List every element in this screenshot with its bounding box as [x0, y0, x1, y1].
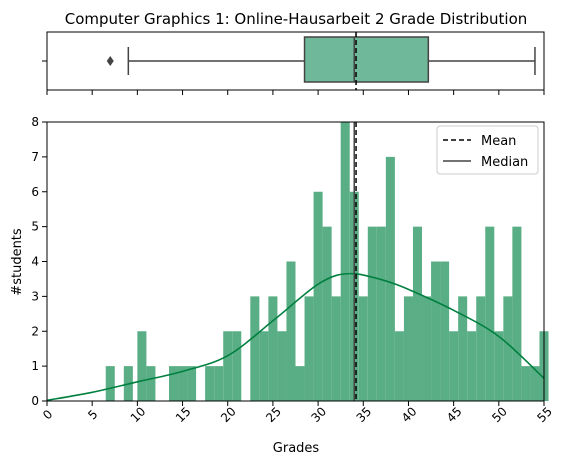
x-tick-label: 40 — [399, 404, 420, 425]
histogram-bar — [205, 366, 215, 402]
histogram-bar — [187, 366, 197, 402]
histogram-bar — [313, 191, 323, 401]
histogram-bar — [530, 366, 540, 402]
x-tick-label: 35 — [354, 404, 375, 425]
boxplot-panel — [42, 31, 545, 95]
histogram-bar — [178, 366, 188, 402]
y-tick-label: 1 — [31, 359, 39, 373]
chart-title: Computer Graphics 1: Online-Hausarbeit 2… — [65, 10, 528, 28]
histogram-bar — [340, 122, 350, 401]
histogram-bar — [277, 331, 287, 401]
histogram-bar — [331, 296, 341, 402]
x-tick-label: 50 — [489, 404, 510, 425]
x-tick-label: 0 — [40, 407, 55, 422]
histogram-bars — [105, 122, 549, 402]
y-axis-label: #students — [10, 228, 25, 296]
y-tick-label: 0 — [31, 394, 39, 408]
histogram-bar — [512, 226, 522, 402]
histogram-bar — [403, 296, 413, 402]
legend: Mean Median — [436, 125, 539, 175]
histogram-bar — [376, 226, 386, 402]
histogram-bar — [367, 226, 377, 402]
histogram-bar — [295, 366, 305, 402]
histogram-bar — [412, 226, 423, 402]
x-tick-label: 20 — [218, 404, 239, 425]
x-tick-label: 10 — [128, 404, 149, 425]
histogram-bar — [250, 296, 260, 402]
histogram-bar — [422, 296, 432, 402]
histogram-bar — [304, 296, 314, 402]
histogram-bar — [168, 366, 179, 402]
histogram-bar — [394, 331, 404, 401]
histogram-bar — [494, 331, 504, 401]
y-tick-label: 3 — [31, 289, 39, 303]
histogram-bar — [146, 366, 156, 402]
x-tick-label: 55 — [534, 404, 555, 425]
histogram-bar — [485, 226, 495, 402]
histogram-bar — [322, 226, 332, 402]
histogram-bar — [286, 261, 296, 401]
y-tick-label: 2 — [31, 324, 39, 338]
y-tick-label: 6 — [31, 185, 39, 199]
histogram-bar — [105, 366, 115, 402]
histogram-bar — [467, 331, 477, 401]
x-tick-label: 5 — [85, 407, 100, 422]
histogram-bar — [259, 331, 269, 401]
y-tick-label: 5 — [31, 220, 39, 234]
histogram-bar — [137, 331, 147, 401]
boxplot-box — [303, 36, 430, 83]
boxplot-x-ticks — [46, 90, 545, 95]
histogram-bar — [268, 296, 278, 402]
x-tick-label: 15 — [173, 404, 194, 425]
y-axis-ticks: 0 1 2 3 4 5 6 7 8 — [31, 115, 47, 408]
histogram-bar — [440, 261, 450, 401]
histogram-bar — [431, 261, 441, 401]
x-tick-label: 25 — [263, 404, 284, 425]
boxplot-outlier — [106, 56, 114, 66]
y-tick-label: 7 — [31, 150, 39, 164]
x-axis-label: Grades — [273, 441, 320, 456]
histogram-bar — [358, 296, 368, 402]
x-tick-label: 45 — [444, 404, 465, 425]
histogram-bar — [232, 331, 242, 401]
legend-mean-label: Mean — [481, 134, 516, 149]
kde-curve — [46, 272, 545, 402]
legend-median-label: Median — [481, 155, 528, 170]
y-tick-label: 4 — [31, 255, 39, 269]
histogram-bar — [458, 296, 468, 402]
histogram-bar — [521, 366, 531, 402]
histogram-bar — [503, 296, 513, 402]
legend-box — [436, 125, 539, 175]
histogram-bar — [214, 366, 224, 402]
histogram-bar — [223, 331, 233, 401]
x-axis-ticks: 0 5 10 15 20 25 30 35 40 45 50 55 — [40, 401, 555, 425]
histogram-bar — [385, 156, 395, 402]
histogram-bar — [476, 296, 486, 402]
y-tick-label: 8 — [31, 115, 39, 129]
x-tick-label: 30 — [308, 404, 329, 425]
histogram-bar — [449, 331, 459, 401]
boxplot — [106, 32, 536, 90]
